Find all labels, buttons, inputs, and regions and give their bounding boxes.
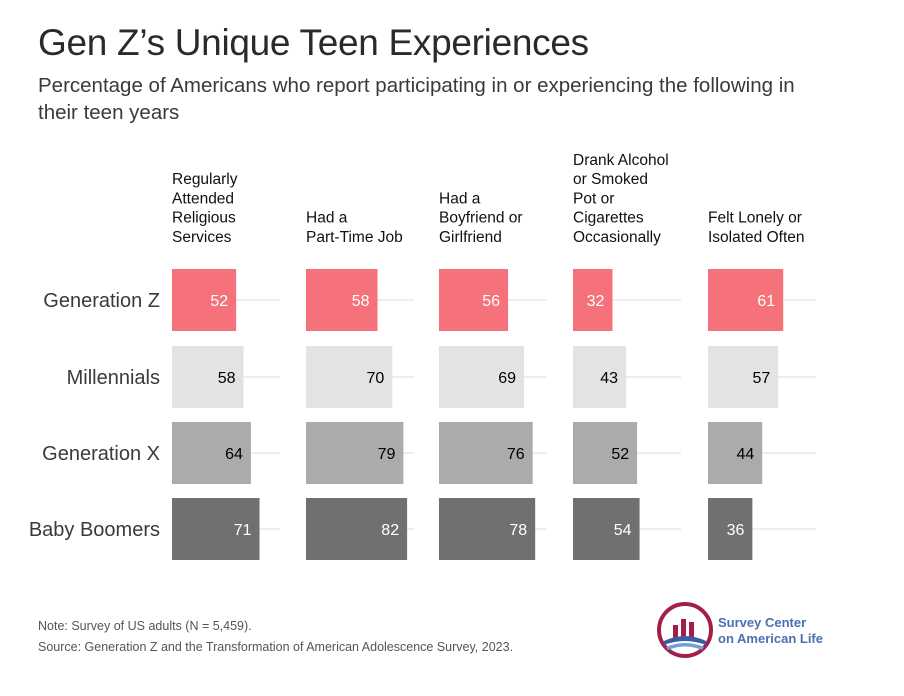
note-line: Note: Survey of US adults (N = 5,459). [38,619,252,633]
bar [306,422,404,484]
panel-title-line: Cigarettes [573,210,644,227]
bar [708,269,784,331]
bar-value-label: 32 [587,293,605,310]
logo-line-2: on American Life [718,631,823,646]
panel-title-line: Religious [172,210,236,227]
bar-value-label: 57 [752,370,770,387]
chart: Generation Z Millennials Generation X Baby … [29,152,816,560]
bar-value-label: 43 [600,370,618,387]
bar [439,498,536,560]
bar [708,346,779,408]
bar-value-label: 36 [727,522,745,539]
bar-value-label: 71 [234,522,252,539]
bar-value-label: 54 [614,522,632,539]
panel-title-line: Part-Time Job [306,229,403,246]
row-label: Baby Boomers [29,519,160,541]
bar [573,422,638,484]
logo-line-1: Survey Center [718,615,807,630]
bar [439,346,525,408]
survey-center-logo: Survey Center on American Life [656,601,856,661]
logo-text: Survey Center on American Life [718,615,823,647]
panel-title-line: Isolated Often [708,229,805,246]
panel-title-line: Had a [439,190,481,207]
bar [172,346,244,408]
bar [306,269,378,331]
source-line: Source: Generation Z and the Transformat… [38,640,514,654]
bar-value-label: 69 [498,370,516,387]
panel-title-line: Felt Lonely or [708,210,802,227]
chart-subtitle: Percentage of Americans who report parti… [38,74,795,124]
bar-value-label: 44 [736,446,754,463]
row-label: Millennials [67,367,160,389]
bar [439,422,533,484]
panel-title-line: Had a [306,210,348,227]
bar [573,498,640,560]
bar-value-label: 64 [225,446,243,463]
panel-title-line: or Smoked [573,171,648,188]
panel-title-line: Regularly [172,171,238,188]
bar-value-label: 82 [381,522,399,539]
panel-title-line: Girlfriend [439,229,502,246]
panel-title-line: Drank Alcohol [573,152,669,169]
bar-value-label: 52 [210,293,228,310]
panel-title-line: Pot or [573,190,614,207]
bar-value-label: 61 [757,293,775,310]
bar-value-label: 56 [482,293,500,310]
bar-value-label: 52 [611,446,629,463]
bar [306,346,393,408]
panel-title-line: Occasionally [573,229,661,246]
bar-value-label: 58 [352,293,370,310]
row-label: Generation Z [43,290,160,312]
bar-value-label: 78 [509,522,527,539]
bar-value-label: 79 [378,446,396,463]
row-label: Generation X [42,443,160,465]
bar [439,269,509,331]
bar [172,498,260,560]
bar-value-label: 76 [507,446,525,463]
bar [172,269,237,331]
bar-value-label: 70 [367,370,385,387]
bar [172,422,251,484]
panel-title-line: Boyfriend or [439,210,523,227]
panel-title-line: Attended [172,190,234,207]
chart-title: Gen Z’s Unique Teen Experiences [38,22,589,63]
bar [573,346,627,408]
source-note: Note: Survey of US adults (N = 5,459). S… [38,616,513,658]
bar [306,498,408,560]
bar [708,498,753,560]
bar-value-label: 58 [218,370,236,387]
logo-emblem-icon [657,602,713,658]
panel-title-line: Services [172,229,232,246]
bar [573,269,613,331]
bar [708,422,763,484]
